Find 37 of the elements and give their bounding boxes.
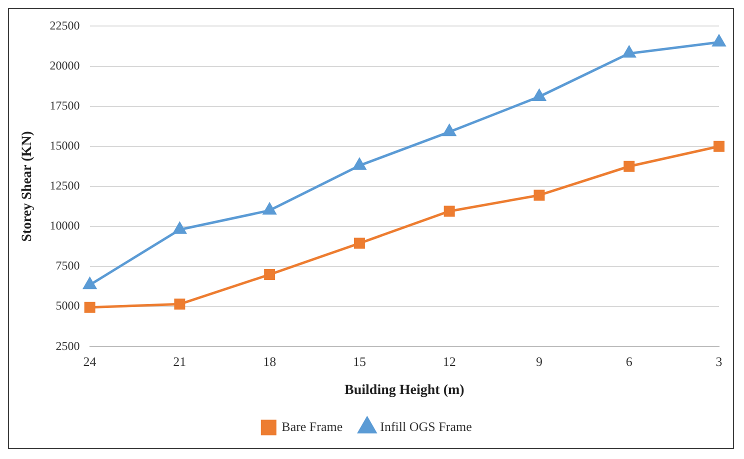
point [264,269,276,280]
legend-label: Infill OGS Frame [380,418,472,434]
point [622,46,636,58]
x-tick-label: 15 [352,354,366,369]
point [263,203,276,215]
point [444,206,455,217]
x-tick-label: 6 [626,354,633,369]
legend-label: Bare Frame [282,418,343,434]
point [532,89,546,101]
point [442,124,456,136]
point [624,160,635,172]
y-tick-label: 2500 [56,338,80,353]
x-tick-label: 18 [263,354,276,369]
x-axis-title: Building Height (m) [344,383,465,398]
point [173,222,186,234]
x-tick-label: 21 [173,354,186,369]
point [714,140,724,152]
y-tick-label: 15000 [50,138,80,153]
x-tick-label: 12 [442,354,456,369]
y-tick-label: 20000 [50,58,80,72]
point [174,298,186,310]
y-tick-label: 22500 [50,18,80,32]
point [354,238,365,249]
point [84,302,96,313]
x-tick-label: 3 [716,354,722,369]
y-axis-title: Storey Shear (KN) [20,130,36,242]
y-tick-label: 12500 [50,178,80,193]
point [712,34,726,46]
y-tick-label: 7500 [56,258,80,273]
y-tick-label: 5000 [56,298,80,313]
point [353,158,366,170]
point [83,278,96,290]
x-tick-label: 9 [536,354,542,369]
y-tick-label: 17500 [50,98,80,112]
y-tick-label: 10000 [50,218,80,233]
point [534,190,545,201]
x-tick-label: 24 [83,354,97,369]
